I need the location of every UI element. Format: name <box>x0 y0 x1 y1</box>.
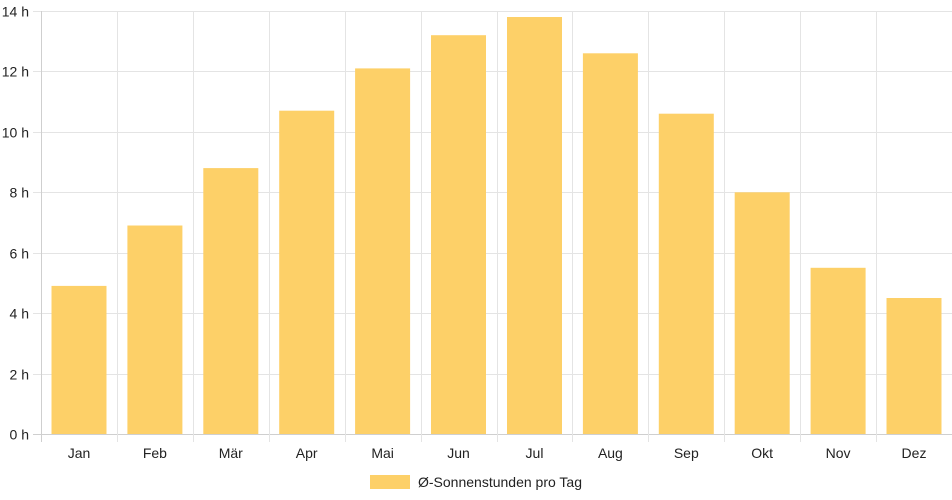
x-tick-label: Dez <box>902 445 927 461</box>
grid-lines <box>33 11 952 442</box>
bar-jan[interactable] <box>51 285 107 434</box>
bars <box>51 17 942 435</box>
x-tick-label: Mai <box>371 445 394 461</box>
x-tick-label: Aug <box>598 445 623 461</box>
legend[interactable]: Ø-Sonnenstunden pro Tag <box>370 474 582 490</box>
bar-jul[interactable] <box>507 17 562 434</box>
x-tick-label: Feb <box>143 445 167 461</box>
x-tick-label: Mär <box>219 445 243 461</box>
bar-nov[interactable] <box>810 267 866 434</box>
x-tick-label: Apr <box>296 445 318 461</box>
y-tick-label: 12 h <box>2 64 29 80</box>
legend-swatch-sunshine[interactable] <box>370 475 410 489</box>
x-tick-label: Nov <box>826 445 851 461</box>
bar-mai[interactable] <box>355 68 411 435</box>
x-tick-label: Sep <box>674 445 699 461</box>
x-tick-label: Jun <box>447 445 470 461</box>
bar-mär[interactable] <box>203 168 259 434</box>
bar-dez[interactable] <box>886 298 942 434</box>
x-tick-label: Jul <box>526 445 544 461</box>
bar-okt[interactable] <box>734 192 790 434</box>
bar-feb[interactable] <box>127 225 183 435</box>
y-tick-label: 4 h <box>10 306 29 322</box>
y-tick-label: 2 h <box>10 367 29 383</box>
x-axis-ticks: Jan Feb Mär Apr Mai Jun Jul Aug Sep Okt Nov Dez <box>68 445 927 461</box>
y-tick-label: 14 h <box>2 4 29 20</box>
legend-label-sunshine[interactable]: Ø-Sonnenstunden pro Tag <box>418 474 582 490</box>
y-tick-label: 8 h <box>10 185 29 201</box>
x-tick-label: Okt <box>751 445 773 461</box>
y-tick-label: 10 h <box>2 125 29 141</box>
bar-aug[interactable] <box>582 53 638 435</box>
bar-jun[interactable] <box>431 35 486 434</box>
y-tick-label: 0 h <box>10 427 29 443</box>
bar-sep[interactable] <box>658 113 714 434</box>
y-axis-ticks: 0 h 2 h 4 h 6 h 8 h 10 h 12 h 14 h <box>2 4 29 443</box>
bar-apr[interactable] <box>279 110 335 434</box>
y-tick-label: 6 h <box>10 246 29 262</box>
x-tick-label: Jan <box>68 445 91 461</box>
